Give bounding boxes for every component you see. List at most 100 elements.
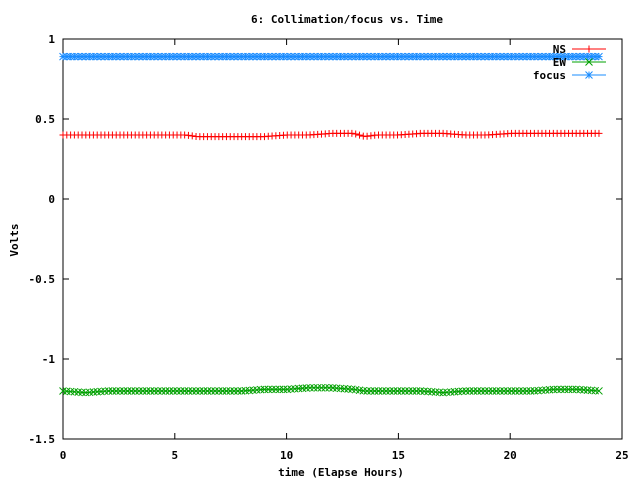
series-point-ew [226,387,235,395]
series-point-ew [557,385,565,394]
series-point-focus [138,52,147,61]
series-point-ew [306,383,314,392]
series-point-ew [157,387,166,395]
series-point-ew [488,387,497,395]
series-point-focus [180,52,189,61]
series-point-focus [260,52,269,61]
series-point-ew [188,387,197,395]
series-point-focus [291,52,299,61]
series-point-ew [560,385,569,394]
series-point-ew [112,387,121,395]
series-point-focus [78,52,86,61]
series-point-focus [154,52,162,61]
plot-frame [62,38,623,440]
series-point-focus [408,52,417,61]
series-point-ew [465,387,474,395]
x-tick-label: 20 [504,449,517,462]
series-point-focus [576,52,584,61]
series-point-ew [127,387,136,395]
series-point-focus [519,52,527,61]
series-point-focus [469,52,478,61]
series-point-ew [526,387,535,395]
series-point-ew [367,387,375,395]
series-point-focus [234,52,242,61]
series-point-ew [131,387,140,395]
series-ew [59,383,603,397]
series-point-focus [321,52,330,61]
series-point-focus [443,52,451,61]
series-point-focus [363,52,371,61]
series-point-focus [503,52,512,61]
series-point-focus [81,52,90,61]
series-point-focus [439,52,447,61]
legend-label-focus: focus [533,69,566,82]
series-point-focus [222,52,231,61]
series-ns [59,129,603,141]
series-point-ew [386,387,394,395]
series-point-ew [138,387,147,395]
y-tick-label: -0.5 [29,273,56,286]
legend-marker-ew [585,58,593,66]
series-point-focus [302,52,311,61]
series-point-ew [119,387,128,395]
series-point-ew [408,387,417,395]
series-point-focus [332,52,341,61]
series-point-focus [89,52,98,61]
series-point-focus [564,52,573,61]
axes: 0 5 10 15 20 25 1 0.5 0 -0.5 -1 -1.5 [29,33,629,462]
series-point-focus [488,52,497,61]
series-point-focus [70,52,79,61]
series-point-ew [203,387,212,395]
series-point-focus [249,52,257,61]
series-point-focus [541,52,550,61]
series-point-focus [306,52,314,61]
y-tick-label: 0 [48,193,55,206]
series-point-ew [405,387,413,395]
series-point-focus [253,52,261,61]
series-point-focus [161,52,170,61]
series-point-focus [389,52,398,61]
series-point-focus [131,52,140,61]
series-point-focus [226,52,235,61]
series-point-focus [545,52,554,61]
series-point-focus [157,52,166,61]
series-point-ew [161,387,170,395]
series-point-ew [116,387,124,395]
series-point-focus [477,52,485,61]
series-point-focus [340,52,349,61]
series-point-focus [420,52,428,61]
series-point-ew [279,385,288,394]
series-point-ew [272,385,280,394]
series-point-ew [275,385,284,394]
series-point-focus [454,52,463,61]
series-point-focus [359,52,368,61]
series-point-ew [222,387,231,395]
series-point-focus [591,52,600,61]
series-point-focus [203,52,212,61]
series-point-focus [310,52,318,61]
series-point-focus [313,52,322,61]
series-point-ew [370,387,379,395]
series-point-ew [473,387,482,395]
series-point-focus [458,52,466,61]
series-point-ew [142,387,151,395]
series-point-focus [526,52,535,61]
series-point-focus [287,52,295,61]
y-tick-label: -1 [42,353,56,366]
series-point-ew [397,387,406,395]
series-point-focus [572,52,581,61]
series-point-ew [363,387,371,395]
series-point-focus [427,52,436,61]
series-point-focus [169,52,178,61]
series-point-focus [279,52,288,61]
series-point-focus [294,52,303,61]
series-point-ew [317,383,326,392]
series-point-focus [336,52,345,61]
series-point-focus [431,52,440,61]
series-point-focus [173,52,181,61]
series-point-focus [93,52,102,61]
series-point-ew [595,387,603,395]
series-point-ew [477,387,485,395]
series-point-ns [367,132,375,140]
x-tick-label: 10 [280,449,293,462]
